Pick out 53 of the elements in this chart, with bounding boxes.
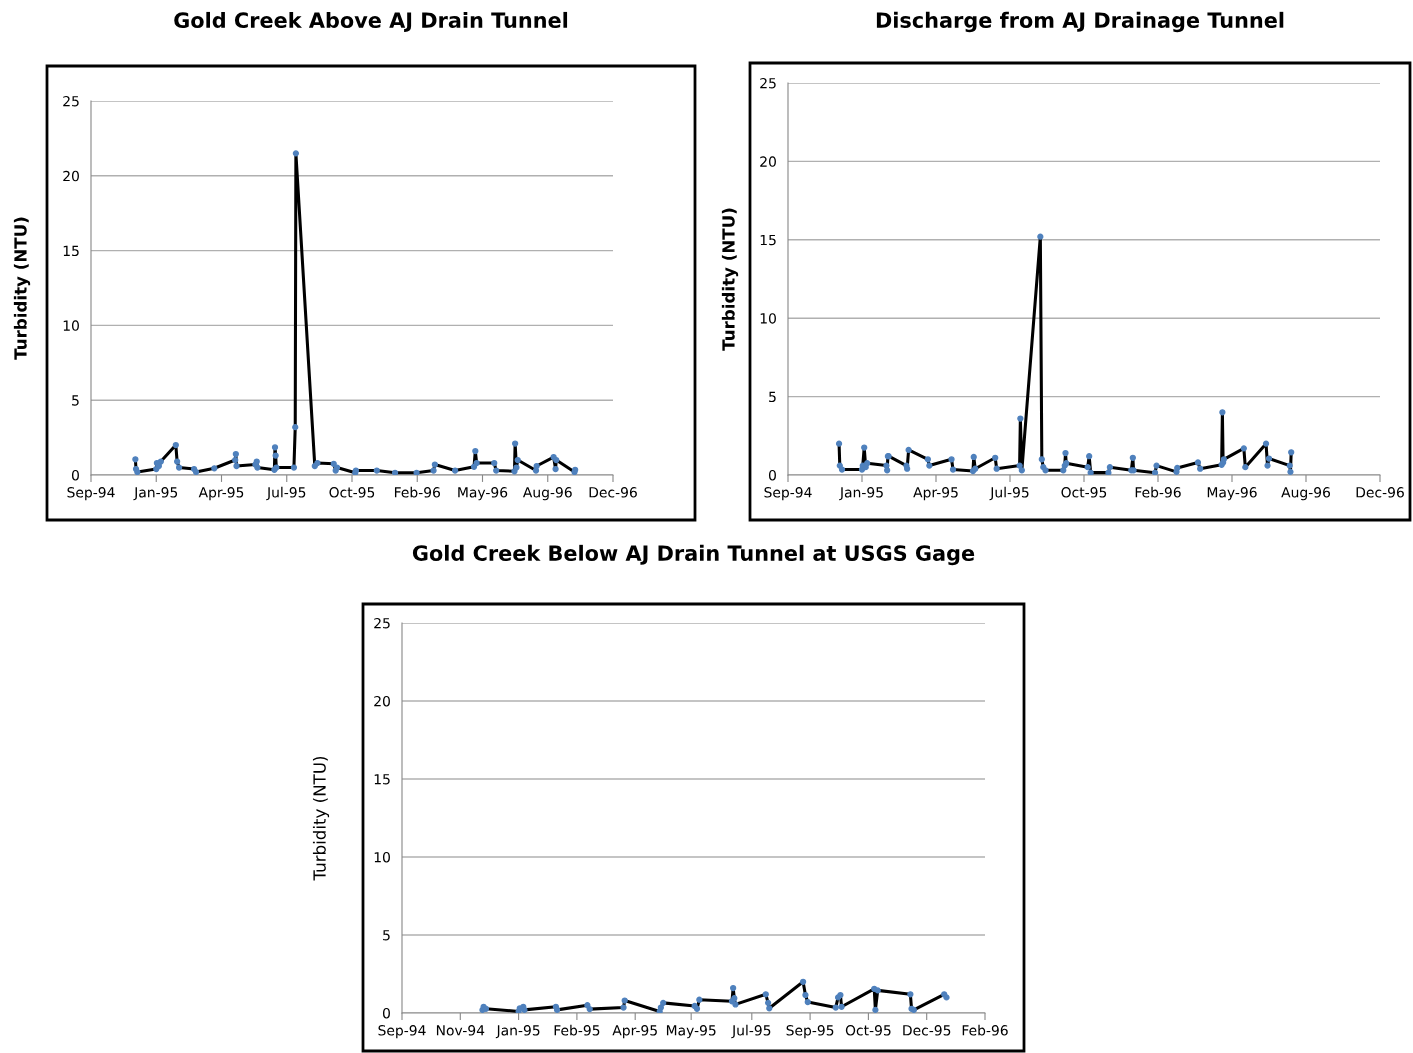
x-tick-label: May-96 <box>458 487 508 501</box>
x-tick-label: Dec-96 <box>589 487 637 498</box>
x-tick-label: Apr-95 <box>198 487 244 501</box>
x-tick-label: Jul-95 <box>989 486 1029 501</box>
y-tick-label: 25 <box>374 617 390 629</box>
chart-title: Discharge from AJ Drainage Tunnel <box>876 11 1284 33</box>
y-axis-title: Turbidity (NTU) <box>721 208 739 351</box>
y-tick-label: 15 <box>374 774 390 785</box>
x-tick-label: Feb-96 <box>1135 486 1181 498</box>
x-tick-label: Aug-96 <box>1281 487 1331 501</box>
x-tick-label: Sep-95 <box>786 1025 834 1039</box>
x-tick-label: Dec-96 <box>1356 487 1404 498</box>
x-tick-label: Oct-95 <box>845 1025 891 1036</box>
x-tick-label: Jul-95 <box>266 486 306 501</box>
y-tick-label: 5 <box>769 391 776 403</box>
y-tick-label: 0 <box>382 1007 390 1019</box>
x-tick-label: Nov-94 <box>436 1025 485 1036</box>
y-tick-label: 0 <box>71 469 79 481</box>
y-tick-label: 10 <box>374 851 390 863</box>
x-tick-label: Jan-95 <box>839 487 883 501</box>
x-tick-label: Jan-95 <box>495 1025 540 1039</box>
y-tick-label: 15 <box>63 245 79 257</box>
x-tick-label: May-96 <box>1207 487 1257 501</box>
y-tick-label: 20 <box>760 156 776 167</box>
y-tick-label: 15 <box>760 234 776 246</box>
x-tick-label: Sep-94 <box>378 1025 426 1039</box>
y-axis-title: Turbidity (NTU) <box>312 756 330 881</box>
y-tick-label: 20 <box>63 170 79 182</box>
x-tick-label: Oct-95 <box>1061 487 1107 498</box>
x-tick-label: Feb-96 <box>962 1024 1008 1036</box>
y-tick-label: 10 <box>760 313 776 324</box>
y-tick-label: 0 <box>768 469 776 481</box>
y-tick-label: 10 <box>63 320 79 331</box>
x-tick-label: Sep-94 <box>67 487 115 501</box>
y-axis-title: Turbidity (NTU) <box>13 217 31 360</box>
x-tick-label: Feb-95 <box>554 1024 600 1036</box>
x-tick-label: Feb-96 <box>394 486 441 498</box>
y-tick-label: 25 <box>760 77 776 89</box>
x-tick-label: Jan-95 <box>133 487 178 501</box>
chart-title: Gold Creek Below AJ Drain Tunnel at USGS Gage <box>412 544 975 566</box>
x-tick-label: Aug-96 <box>522 487 572 501</box>
y-tick-label: 5 <box>72 395 79 406</box>
y-tick-label: 25 <box>63 95 79 107</box>
x-tick-label: Apr-95 <box>612 1025 657 1039</box>
y-tick-label: 5 <box>383 930 390 941</box>
x-tick-label: Oct-95 <box>329 487 375 498</box>
y-tick-label: 20 <box>374 695 390 707</box>
x-tick-label: Apr-95 <box>913 487 958 501</box>
x-tick-label: May-95 <box>666 1025 716 1039</box>
chart-title: Gold Creek Above AJ Drain Tunnel <box>174 11 568 32</box>
x-tick-label: Sep-94 <box>764 487 812 501</box>
x-tick-label: Jul-95 <box>731 1024 771 1039</box>
x-tick-label: Dec-95 <box>903 1025 951 1036</box>
